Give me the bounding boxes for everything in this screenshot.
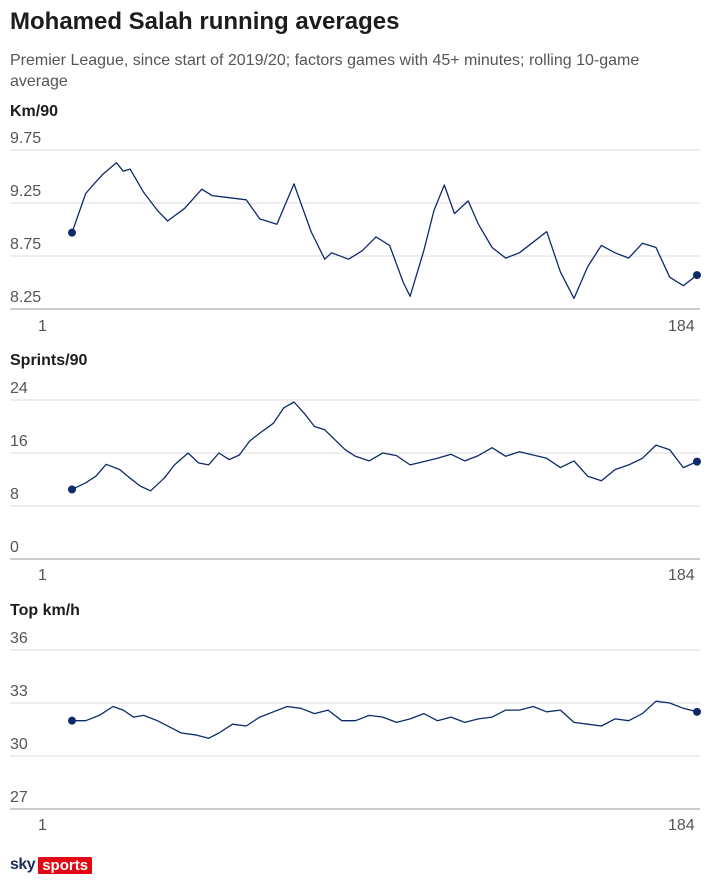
end-point-marker (693, 707, 701, 716)
x-tick-label: 1 (38, 567, 47, 584)
series-line (72, 700, 698, 739)
y-tick-label: 0 (10, 539, 19, 556)
end-point-marker (693, 271, 701, 280)
start-point-marker (68, 716, 76, 725)
y-tick-label: 9.75 (10, 130, 42, 147)
series-line (71, 162, 698, 300)
x-tick-label: 184 (668, 567, 695, 584)
logo-sky-text: sky (10, 856, 36, 873)
chart-title: Mohamed Salah running averages (10, 8, 400, 35)
y-tick-label: 33 (10, 683, 28, 700)
end-point-marker (693, 457, 701, 466)
chart-subtitle: Premier League, since start of 2019/20; … (10, 52, 640, 90)
sky-sports-logo: sky sports (10, 856, 93, 874)
y-tick-label: 36 (10, 630, 28, 647)
x-tick-label: 1 (38, 817, 47, 834)
y-tick-label: 8.75 (10, 236, 42, 253)
x-tick-label: 184 (668, 318, 695, 335)
y-tick-label: 16 (10, 433, 28, 450)
y-tick-label: 8 (10, 486, 19, 503)
start-point-marker (68, 485, 76, 494)
panel-label: Top km/h (10, 602, 80, 619)
x-tick-label: 1 (38, 318, 47, 335)
x-tick-label: 184 (668, 817, 695, 834)
start-point-marker (68, 228, 76, 237)
y-tick-label: 24 (10, 380, 28, 397)
panel-label: Km/90 (10, 103, 59, 120)
panel-label: Sprints/90 (10, 352, 88, 369)
y-tick-label: 9.25 (10, 183, 42, 200)
y-tick-label: 8.25 (10, 289, 42, 306)
logo-sports-text: sports (38, 856, 93, 874)
series-line (71, 401, 698, 492)
y-tick-label: 30 (10, 736, 28, 753)
y-tick-label: 27 (10, 789, 28, 806)
